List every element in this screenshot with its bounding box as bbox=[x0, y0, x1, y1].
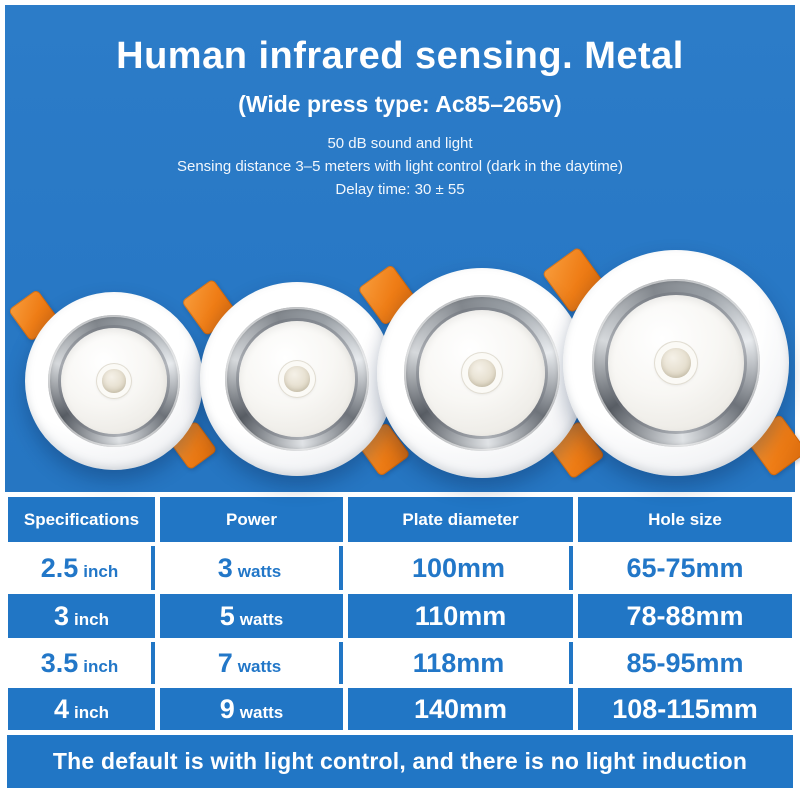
downlight-image-3_5-inch bbox=[356, 264, 605, 480]
downlight-image-2_5-inch bbox=[8, 288, 218, 472]
downlight-image-3-inch bbox=[181, 278, 411, 478]
power-value: 7 bbox=[217, 647, 233, 678]
hole-size-cell: 85-95mm bbox=[578, 642, 792, 684]
spec-cell: 3.5 inch bbox=[8, 642, 155, 684]
spec-value: 3.5 bbox=[40, 647, 79, 678]
hole-size-cell: 65-75mm bbox=[578, 546, 792, 590]
column-header-plate-diameter: Plate diameter bbox=[348, 497, 573, 542]
spec-cell: 3 inch bbox=[8, 594, 155, 638]
column-header-specifications: Specifications bbox=[8, 497, 155, 542]
spec-unit: inch bbox=[74, 609, 109, 629]
plate-diameter-cell: 110mm bbox=[348, 594, 573, 638]
footer-note-text: The default is with light control, and t… bbox=[52, 748, 748, 774]
hole-size-cell: 78-88mm bbox=[578, 594, 792, 638]
pir-sensor-dome bbox=[102, 369, 126, 393]
plate-diameter-cell: 118mm bbox=[348, 642, 573, 684]
spec-unit: inch bbox=[83, 561, 119, 581]
feature-line-delay-time: Delay time: 30 ± 55 bbox=[335, 181, 465, 198]
spec-value: 3 bbox=[54, 600, 70, 631]
spec-cell: 2.5 inch bbox=[8, 546, 155, 590]
feature-line-sound: 50 dB sound and light bbox=[327, 135, 473, 152]
feature-lines: 50 dB sound and light Sensing distance 3… bbox=[5, 134, 795, 199]
power-cell: 7 watts bbox=[160, 642, 343, 684]
power-value: 9 bbox=[219, 693, 235, 724]
spec-value: 2.5 bbox=[40, 552, 79, 583]
power-value: 3 bbox=[217, 552, 233, 583]
spec-cell: 4 inch bbox=[8, 688, 155, 730]
hole-size-cell: 108-115mm bbox=[578, 688, 792, 730]
pir-sensor-dome bbox=[468, 359, 496, 387]
plate-diameter-cell: 140mm bbox=[348, 688, 573, 730]
power-unit: watts bbox=[239, 702, 284, 722]
page-title: Human infrared sensing. Metal bbox=[116, 35, 684, 77]
spec-unit: inch bbox=[74, 702, 109, 722]
column-header-power: Power bbox=[160, 497, 343, 542]
power-cell: 3 watts bbox=[160, 546, 343, 590]
pir-sensor-dome bbox=[284, 366, 310, 392]
power-unit: watts bbox=[237, 561, 282, 581]
power-unit: watts bbox=[239, 609, 284, 629]
power-unit: watts bbox=[237, 656, 282, 676]
feature-line-sensing-distance: Sensing distance 3–5 meters with light c… bbox=[176, 158, 624, 175]
column-header-hole-size: Hole size bbox=[578, 497, 792, 542]
pir-sensor-dome bbox=[661, 348, 691, 378]
spec-value: 4 bbox=[54, 693, 70, 724]
plate-diameter-cell: 100mm bbox=[348, 546, 573, 590]
hero-panel: Human infrared sensing. Metal (Wide pres… bbox=[5, 5, 800, 492]
downlight-image-4-inch bbox=[541, 245, 800, 478]
power-cell: 9 watts bbox=[160, 688, 343, 730]
power-cell: 5 watts bbox=[160, 594, 343, 638]
footer-note-bar: The default is with light control, and t… bbox=[7, 735, 793, 788]
voltage-subtitle: (Wide press type: Ac85–265v) bbox=[238, 91, 562, 117]
power-value: 5 bbox=[219, 600, 235, 631]
spec-unit: inch bbox=[83, 656, 119, 676]
spec-table: Specifications Power Plate diameter Hole… bbox=[8, 497, 792, 730]
